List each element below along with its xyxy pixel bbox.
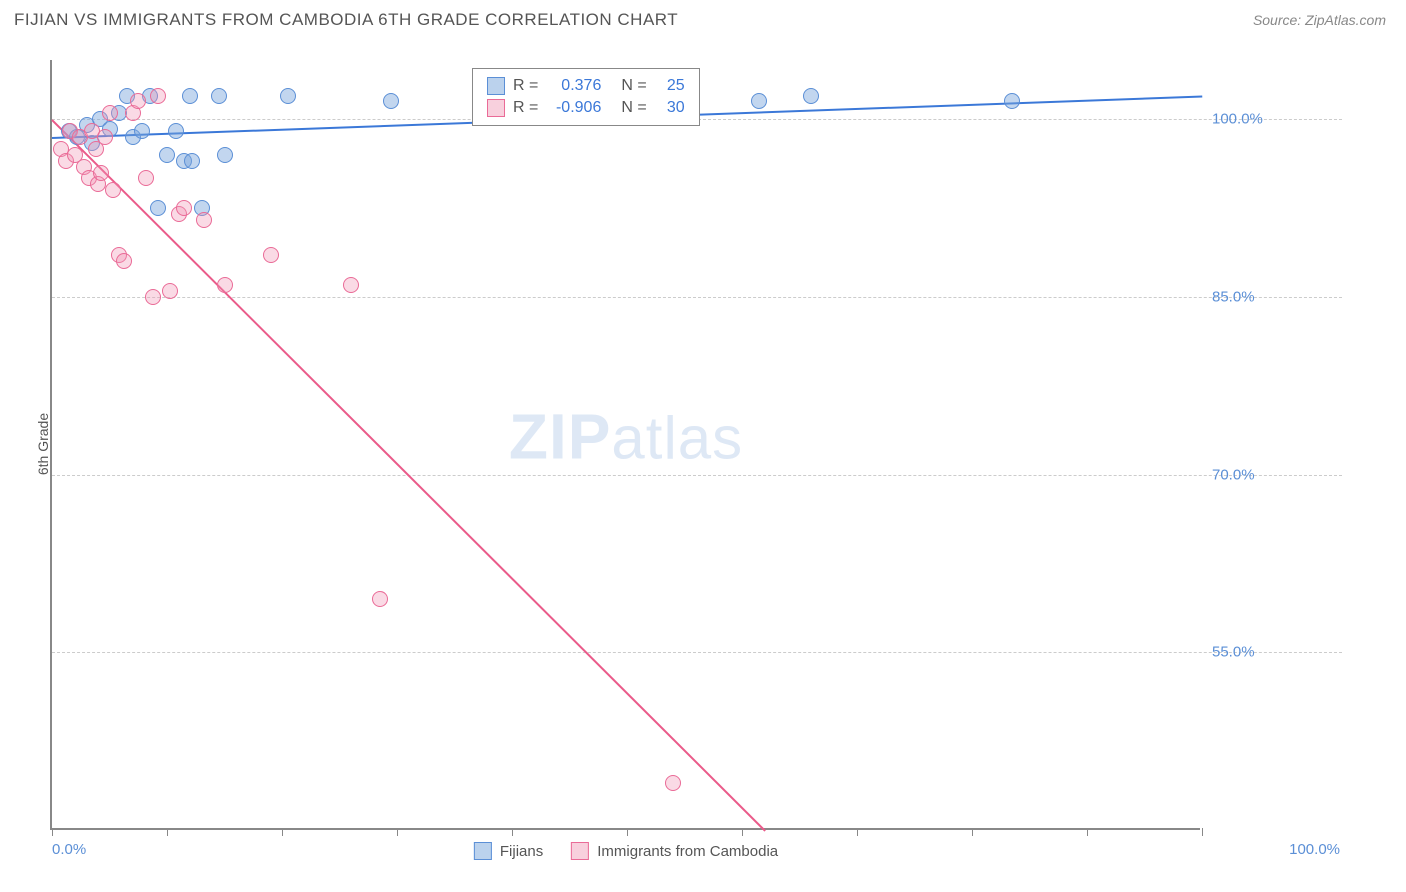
grid-line	[52, 652, 1342, 653]
scatter-point	[93, 165, 109, 181]
legend-r-label: R =	[513, 99, 538, 117]
scatter-point	[105, 182, 121, 198]
scatter-point	[138, 170, 154, 186]
scatter-point	[372, 591, 388, 607]
legend-swatch	[474, 842, 492, 860]
scatter-point	[97, 129, 113, 145]
scatter-point	[217, 147, 233, 163]
chart-title: FIJIAN VS IMMIGRANTS FROM CAMBODIA 6TH G…	[14, 10, 678, 30]
scatter-point	[263, 247, 279, 263]
y-tick-label: 100.0%	[1212, 111, 1263, 128]
x-tick	[627, 828, 628, 836]
grid-line	[52, 297, 1342, 298]
legend-item: Immigrants from Cambodia	[571, 842, 778, 860]
y-tick-label: 55.0%	[1212, 644, 1255, 661]
x-tick	[742, 828, 743, 836]
scatter-point	[184, 153, 200, 169]
legend-row: R = -0.906 N = 30	[487, 97, 685, 119]
legend-item: Fijians	[474, 842, 543, 860]
scatter-point	[162, 283, 178, 299]
x-tick	[972, 828, 973, 836]
scatter-point	[751, 93, 767, 109]
scatter-point	[168, 123, 184, 139]
scatter-point	[196, 212, 212, 228]
scatter-point	[176, 200, 192, 216]
legend-swatch	[487, 77, 505, 95]
watermark-atlas: atlas	[611, 405, 743, 472]
legend-row: R = 0.376 N = 25	[487, 75, 685, 97]
plot-area: 6th Grade ZIPatlas 55.0%70.0%85.0%100.0%…	[50, 60, 1200, 830]
scatter-point	[1004, 93, 1020, 109]
legend-swatch	[487, 99, 505, 117]
source-attribution: Source: ZipAtlas.com	[1253, 12, 1386, 28]
y-axis-label: 6th Grade	[35, 413, 51, 475]
scatter-point	[102, 105, 118, 121]
x-tick-label: 100.0%	[1289, 841, 1340, 858]
scatter-point	[665, 775, 681, 791]
x-tick	[52, 828, 53, 836]
legend-r-value: -0.906	[546, 99, 601, 117]
legend-label: Immigrants from Cambodia	[597, 843, 778, 860]
scatter-point	[159, 147, 175, 163]
scatter-point	[150, 200, 166, 216]
scatter-point	[217, 277, 233, 293]
legend-n-value: 25	[655, 77, 685, 95]
x-tick	[397, 828, 398, 836]
legend-n-label: N =	[621, 99, 646, 117]
legend-r-label: R =	[513, 77, 538, 95]
legend-n-label: N =	[621, 77, 646, 95]
scatter-point	[116, 253, 132, 269]
x-tick-label: 0.0%	[52, 841, 86, 858]
legend-label: Fijians	[500, 843, 543, 860]
scatter-point	[182, 88, 198, 104]
legend-swatch	[571, 842, 589, 860]
scatter-point	[145, 289, 161, 305]
scatter-point	[150, 88, 166, 104]
chart-header: FIJIAN VS IMMIGRANTS FROM CAMBODIA 6TH G…	[0, 0, 1406, 40]
scatter-point	[383, 93, 399, 109]
x-tick	[1202, 828, 1203, 836]
x-tick	[857, 828, 858, 836]
y-tick-label: 70.0%	[1212, 466, 1255, 483]
y-tick-label: 85.0%	[1212, 288, 1255, 305]
series-legend: Fijians Immigrants from Cambodia	[474, 842, 778, 860]
watermark-zip: ZIP	[509, 401, 612, 473]
scatter-point	[134, 123, 150, 139]
scatter-point	[130, 93, 146, 109]
scatter-point	[343, 277, 359, 293]
x-tick	[512, 828, 513, 836]
chart-container: 6th Grade ZIPatlas 55.0%70.0%85.0%100.0%…	[50, 60, 1380, 830]
x-tick	[167, 828, 168, 836]
watermark: ZIPatlas	[509, 400, 743, 474]
x-tick	[1087, 828, 1088, 836]
scatter-point	[803, 88, 819, 104]
correlation-legend: R = 0.376 N = 25 R = -0.906 N = 30	[472, 68, 700, 126]
grid-line	[52, 475, 1342, 476]
legend-n-value: 30	[655, 99, 685, 117]
scatter-point	[280, 88, 296, 104]
legend-r-value: 0.376	[546, 77, 601, 95]
scatter-point	[211, 88, 227, 104]
x-tick	[282, 828, 283, 836]
